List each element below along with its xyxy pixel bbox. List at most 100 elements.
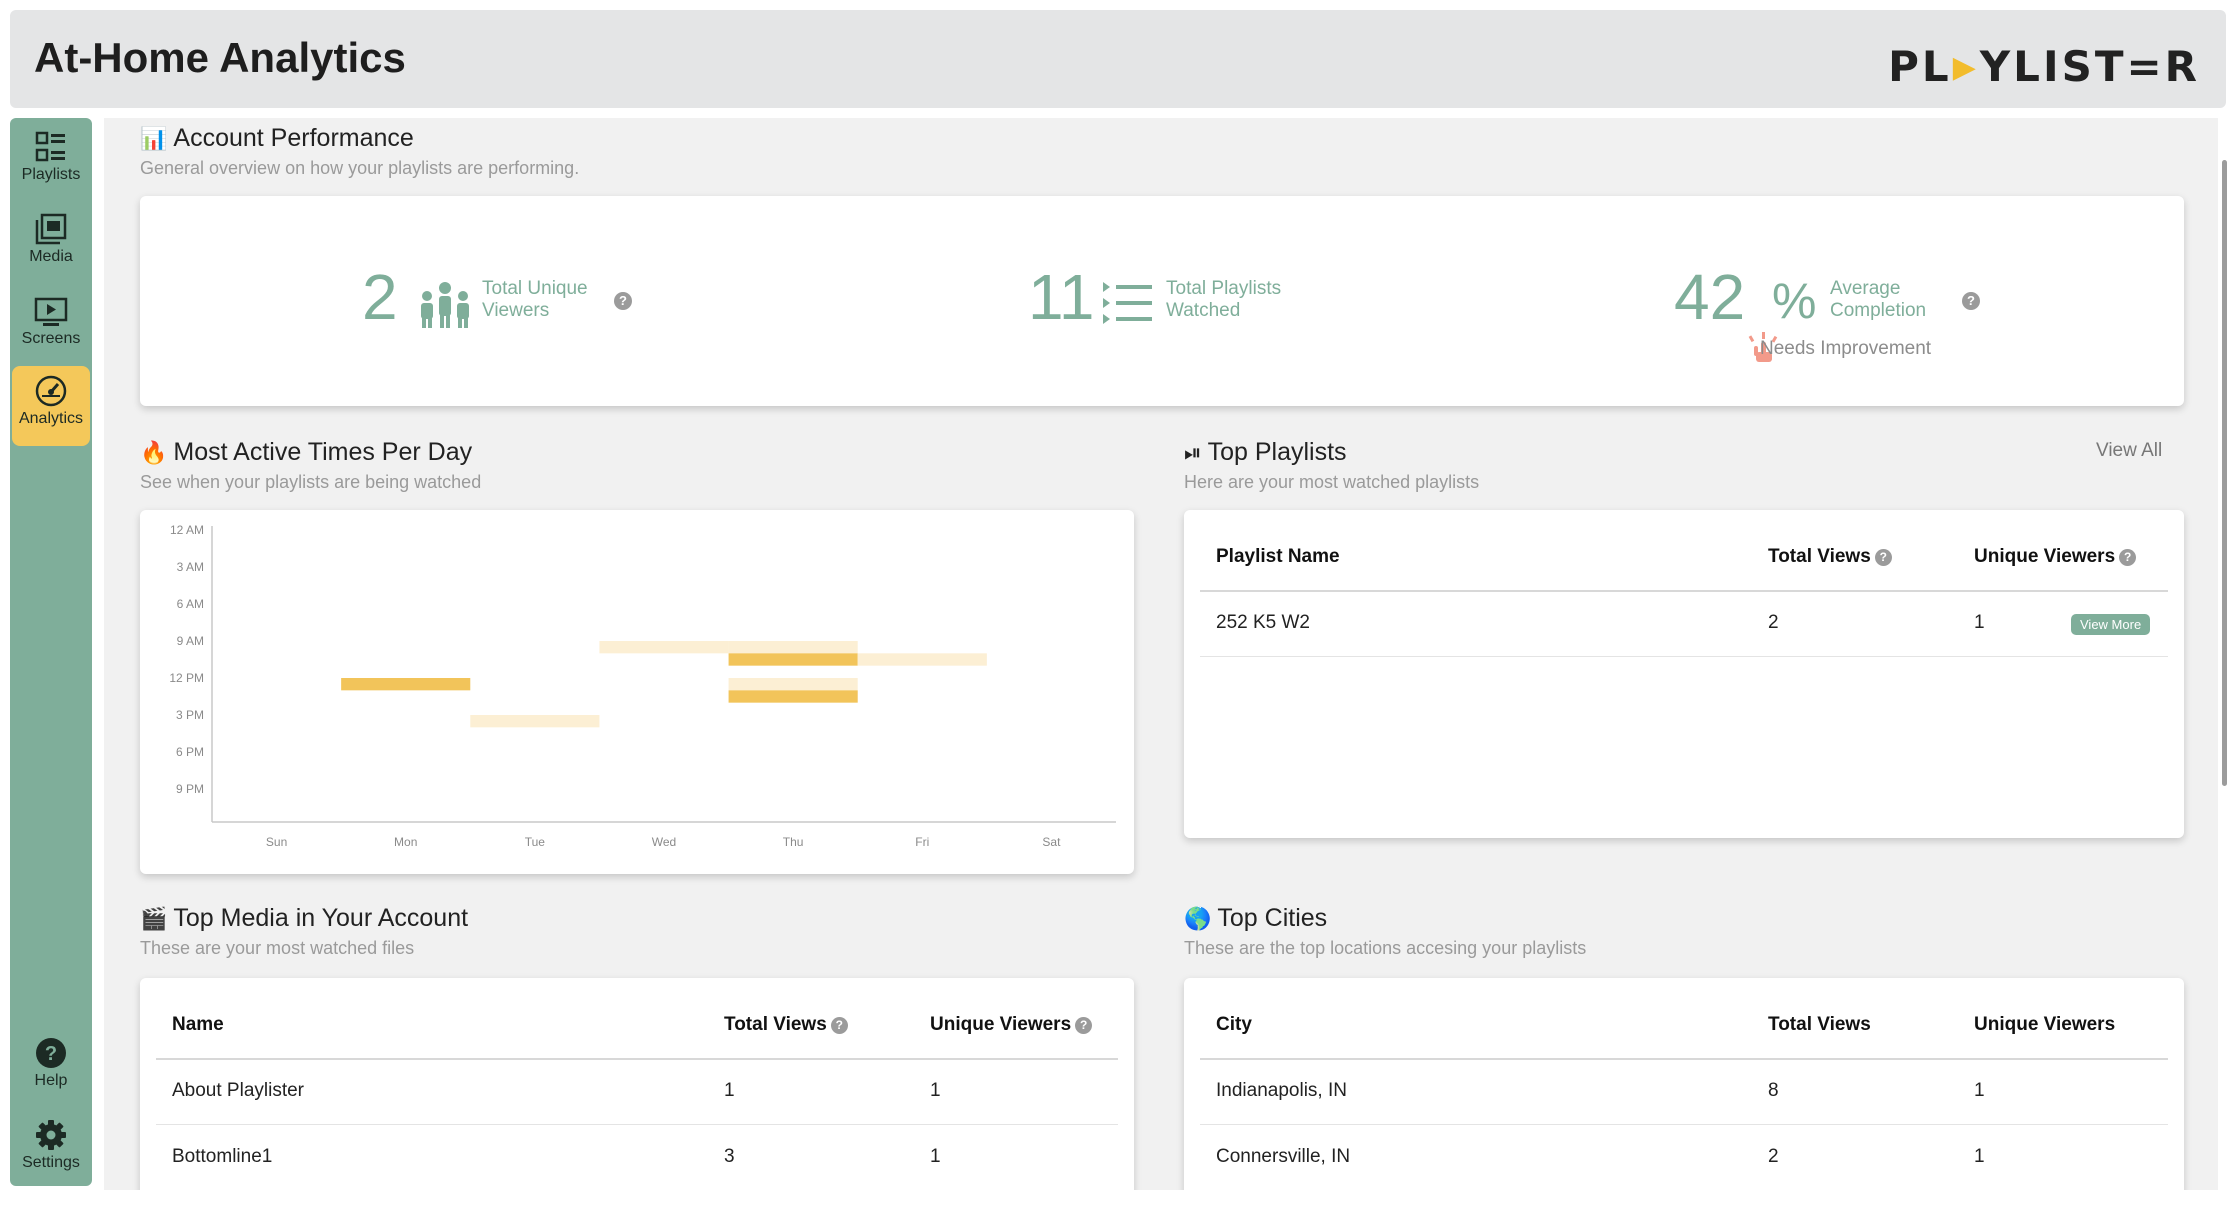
table-cell-name: About Playlister <box>172 1080 305 1101</box>
warning-hand-icon <box>1748 332 1778 362</box>
svg-text:?: ? <box>45 1043 57 1065</box>
avg-completion-help-icon[interactable]: ? <box>1962 292 1980 310</box>
table-cell-viewers: 1 <box>1974 612 1985 633</box>
playlister-logo[interactable]: PL▶YLIST=R <box>1888 42 2200 91</box>
x-tick-label: Thu <box>783 835 804 849</box>
heatmap-cell <box>728 690 858 703</box>
col-unique-viewers: Unique Viewers <box>1974 1014 2116 1035</box>
sidebar-item-help[interactable]: ? Help <box>12 1028 90 1108</box>
col-total-views: Total Views? <box>1768 546 1892 568</box>
table-divider <box>1200 590 2168 592</box>
sidebar-item-label: Help <box>34 1072 68 1089</box>
heatmap-cell <box>728 678 858 691</box>
sidebar-item-label: Media <box>29 248 73 265</box>
x-tick-label: Mon <box>394 835 417 849</box>
unique-viewers-value: 2 <box>362 261 398 333</box>
account-performance-subtitle: General overview on how your playlists a… <box>140 158 580 178</box>
y-tick-label: 6 AM <box>177 597 204 611</box>
active-times-chart-card: 12 AM 3 AM 6 AM 9 AM 12 PM 3 PM 6 PM 9 PM Sun Mon… <box>140 510 1134 874</box>
completion-status: Needs Improvement <box>1760 338 1932 359</box>
table-cell-views: 3 <box>724 1146 735 1167</box>
col-unique-viewers: Unique Viewers? <box>1974 546 2137 568</box>
sidebar-item-settings[interactable]: Settings <box>12 1110 90 1190</box>
table-cell-views: 8 <box>1768 1080 1779 1101</box>
avg-completion-unit: % <box>1772 273 1817 329</box>
x-tick-label: Sun <box>266 835 287 849</box>
sidebar-item-label: Settings <box>22 1154 80 1171</box>
table-divider <box>1200 1124 2168 1125</box>
table-divider <box>156 1124 1118 1125</box>
heatmap-cell <box>341 678 471 691</box>
y-tick-label: 9 PM <box>176 782 204 796</box>
top-cities-title: 🌎 Top Cities <box>1184 904 1328 932</box>
table-cell-viewers: 1 <box>1974 1080 1985 1101</box>
table-cell-viewers: 1 <box>930 1080 941 1101</box>
active-times-title: 🔥 Most Active Times Per Day <box>140 438 473 466</box>
top-cities-subtitle: These are the top locations accesing you… <box>1184 938 1587 958</box>
top-cities-card: City Total Views Unique Viewers Indianap… <box>1184 978 2184 1190</box>
top-media-card: Name Total Views? Unique Viewers? About … <box>140 978 1134 1190</box>
top-header: At-Home Analytics PL▶YLIST=R <box>10 10 2226 108</box>
gear-icon <box>36 1120 66 1150</box>
unique-viewers-label: Total Unique Viewers <box>482 278 588 321</box>
table-cell-views: 2 <box>1768 1146 1779 1167</box>
analytics-gauge-icon <box>35 375 67 407</box>
sidebar-item-label: Screens <box>21 330 81 347</box>
bar-chart-icon: 📊 <box>140 126 168 151</box>
help-icon: ? <box>36 1038 66 1068</box>
top-media-subtitle: These are your most watched files <box>140 938 415 958</box>
unique-viewers-help-icon[interactable]: ? <box>614 292 632 310</box>
help-icon[interactable]: ? <box>830 1017 848 1034</box>
table-divider <box>1200 656 2168 657</box>
top-playlists-subtitle: Here are your most watched playlists <box>1184 472 1480 492</box>
sidebar-item-screens[interactable]: Screens <box>12 286 90 366</box>
clapperboard-icon: 🎬 <box>140 906 168 931</box>
y-tick-label: 12 PM <box>169 671 204 685</box>
main-scrollbar[interactable] <box>2222 160 2227 786</box>
list-icon <box>1103 282 1152 324</box>
sidebar: Playlists Media Screens <box>10 118 92 1186</box>
help-icon[interactable]: ? <box>1874 549 1892 566</box>
y-tick-label: 9 AM <box>177 634 204 648</box>
sidebar-item-analytics[interactable]: Analytics <box>12 366 90 446</box>
col-total-views: Total Views <box>1768 1014 1871 1035</box>
top-media-title: 🎬 Top Media in Your Account <box>140 904 469 932</box>
y-tick-label: 6 PM <box>176 745 204 759</box>
sidebar-item-playlists[interactable]: Playlists <box>12 122 90 202</box>
col-name: Name <box>172 1014 224 1035</box>
fire-icon: 🔥 <box>140 440 168 465</box>
table-cell-name: 252 K5 W2 <box>1216 612 1310 633</box>
sidebar-item-label: Playlists <box>21 166 81 183</box>
table-cell-views: 2 <box>1768 612 1779 633</box>
playlists-watched-value: 11 <box>1028 261 1095 333</box>
table-cell-viewers: 1 <box>930 1146 941 1167</box>
top-playlists-card: Playlist Name Total Views? Unique Viewer… <box>1184 510 2184 838</box>
col-total-views: Total Views? <box>724 1014 848 1036</box>
col-playlist-name: Playlist Name <box>1216 546 1340 567</box>
view-all-link[interactable]: View All <box>2096 440 2163 461</box>
heatmap-cell <box>470 715 600 728</box>
kpi-card: 2 Total Unique Viewers ? 11 Total Playl <box>140 196 2184 406</box>
help-icon[interactable]: ? <box>2119 549 2137 566</box>
page-title: At-Home Analytics <box>34 34 406 81</box>
active-times-heatmap: 12 AM 3 AM 6 AM 9 AM 12 PM 3 PM 6 PM 9 PM Sun Mon… <box>169 523 1116 849</box>
screens-icon <box>34 297 68 326</box>
x-tick-label: Sat <box>1042 835 1061 849</box>
table-cell-name: Bottomline1 <box>172 1146 273 1167</box>
globe-icon: 🌎 <box>1184 906 1212 931</box>
heatmap-cell <box>728 653 858 666</box>
playlists-watched-label: Total Playlists Watched <box>1166 278 1282 321</box>
help-icon[interactable]: ? <box>1075 1017 1093 1034</box>
x-tick-label: Wed <box>652 835 676 849</box>
heatmap-cell <box>599 641 729 654</box>
x-tick-label: Fri <box>915 835 929 849</box>
active-times-subtitle: See when your playlists are being watche… <box>140 472 482 492</box>
avg-completion-label: Average Completion <box>1830 278 1927 321</box>
y-tick-label: 12 AM <box>170 523 204 537</box>
x-tick-label: Tue <box>525 835 546 849</box>
table-cell-city: Indianapolis, IN <box>1216 1080 1347 1101</box>
heatmap-cell <box>857 653 987 666</box>
view-more-button[interactable]: View More <box>2071 614 2151 635</box>
sidebar-item-media[interactable]: Media <box>12 204 90 284</box>
